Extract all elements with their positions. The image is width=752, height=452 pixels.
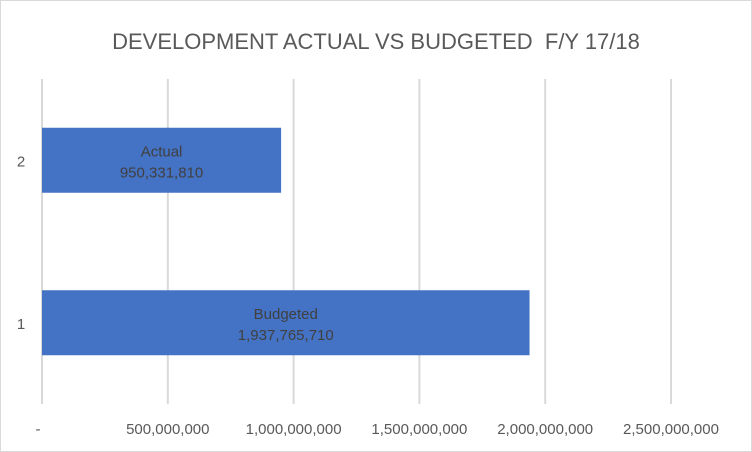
x-tick-label: 500,000,000 bbox=[126, 421, 209, 438]
bar-budgeted bbox=[42, 290, 530, 356]
x-tick-label: 1,500,000,000 bbox=[371, 421, 467, 438]
x-tick-label: 2,500,000,000 bbox=[623, 421, 719, 438]
bar-actual bbox=[42, 127, 282, 193]
x-tick-label: 1,000,000,000 bbox=[246, 421, 342, 438]
bar-value-label: 950,331,810 bbox=[120, 164, 203, 181]
chart-title: DEVELOPMENT ACTUAL VS BUDGETED F/Y 17/18 bbox=[112, 29, 640, 54]
y-tick-label: 2 bbox=[17, 153, 25, 170]
x-tick-label: 2,000,000,000 bbox=[497, 421, 593, 438]
y-tick-label: 1 bbox=[17, 316, 25, 333]
bar-series-label: Actual bbox=[141, 143, 183, 160]
bar-series-label: Budgeted bbox=[254, 306, 318, 323]
bar-value-label: 1,937,765,710 bbox=[238, 327, 334, 344]
x-tick-label: - bbox=[36, 421, 41, 438]
